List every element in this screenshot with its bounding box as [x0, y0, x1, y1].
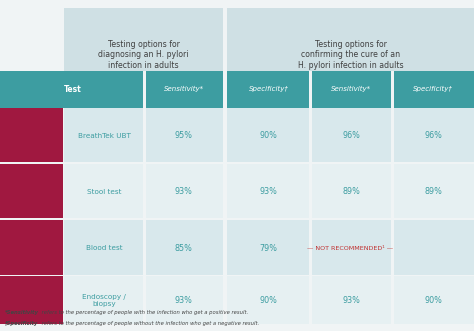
Bar — [0, 108, 64, 164]
Text: 96%: 96% — [424, 131, 442, 140]
Bar — [145, 164, 223, 220]
Bar — [310, 276, 392, 324]
Bar — [392, 276, 474, 324]
Bar — [227, 8, 474, 108]
Text: 93%: 93% — [343, 296, 360, 305]
Bar — [227, 276, 310, 324]
Bar — [227, 164, 310, 220]
Text: Endoscopy /
biopsy: Endoscopy / biopsy — [82, 294, 126, 307]
Bar — [310, 71, 392, 108]
Text: Blood test: Blood test — [86, 245, 123, 251]
Text: Stool test: Stool test — [87, 189, 121, 195]
Bar — [391, 220, 394, 276]
Text: BreathTek UBT: BreathTek UBT — [78, 133, 131, 139]
Bar — [309, 220, 312, 276]
Text: refers to the percentage of people without the infection who get a negative resu: refers to the percentage of people witho… — [40, 321, 259, 326]
Bar — [391, 71, 394, 108]
Bar — [309, 164, 312, 220]
Text: 89%: 89% — [343, 187, 360, 197]
Bar — [223, 108, 227, 164]
Bar — [143, 71, 146, 108]
Bar — [64, 164, 145, 220]
Bar — [143, 276, 146, 324]
Text: 89%: 89% — [424, 187, 442, 197]
Text: 90%: 90% — [260, 296, 278, 305]
Bar — [0, 276, 64, 324]
Text: Testing options for
confirming the cure of an
H. pylori infection in adults: Testing options for confirming the cure … — [298, 40, 403, 70]
Bar — [145, 276, 223, 324]
Bar — [392, 108, 474, 164]
Bar — [143, 164, 146, 220]
Bar — [145, 108, 223, 164]
Bar — [227, 108, 310, 164]
Bar — [0, 162, 474, 166]
Bar — [223, 220, 227, 276]
Bar — [310, 164, 392, 220]
Bar — [310, 108, 392, 164]
Text: †Specificity: †Specificity — [5, 321, 38, 326]
Bar — [309, 108, 312, 164]
Bar — [223, 276, 227, 324]
Bar — [63, 108, 65, 164]
Bar — [391, 276, 394, 324]
Text: Sensitivity*: Sensitivity* — [164, 86, 204, 92]
Bar — [310, 220, 392, 276]
Bar — [64, 8, 223, 108]
Bar — [0, 218, 474, 222]
Bar — [143, 220, 146, 276]
Text: Test: Test — [64, 85, 81, 94]
Bar — [391, 164, 394, 220]
Bar — [64, 276, 145, 324]
Text: 95%: 95% — [175, 131, 193, 140]
Bar — [392, 164, 474, 220]
Text: 90%: 90% — [260, 131, 278, 140]
Bar — [145, 71, 223, 108]
Text: refers to the percentage of people with the infection who get a positive result.: refers to the percentage of people with … — [40, 310, 248, 315]
Text: 93%: 93% — [175, 296, 193, 305]
Bar — [223, 8, 227, 108]
Bar — [227, 220, 310, 276]
Bar — [63, 276, 65, 324]
Text: 96%: 96% — [343, 131, 360, 140]
Bar — [392, 71, 474, 108]
Bar — [63, 164, 65, 220]
Text: 90%: 90% — [424, 296, 442, 305]
Text: Specificity†: Specificity† — [413, 86, 453, 92]
Bar — [64, 220, 145, 276]
Bar — [227, 71, 310, 108]
Bar — [309, 276, 312, 324]
Bar — [143, 108, 146, 164]
Bar — [63, 220, 65, 276]
Bar — [145, 220, 223, 276]
Text: 79%: 79% — [260, 244, 278, 253]
Text: 85%: 85% — [175, 244, 193, 253]
Bar — [309, 71, 312, 108]
Text: *Sensitivity: *Sensitivity — [5, 310, 38, 315]
Text: 93%: 93% — [175, 187, 193, 197]
Bar — [64, 108, 145, 164]
Bar — [0, 220, 64, 276]
Bar — [391, 108, 394, 164]
Text: Testing options for
diagnosing an H. pylori
infection in adults: Testing options for diagnosing an H. pyl… — [99, 40, 189, 70]
Bar — [0, 164, 64, 220]
Bar — [0, 275, 474, 278]
Bar — [223, 164, 227, 220]
Text: 93%: 93% — [260, 187, 278, 197]
Bar — [0, 8, 64, 108]
Bar — [392, 220, 474, 276]
Text: Sensitivity*: Sensitivity* — [331, 86, 372, 92]
Bar — [0, 71, 145, 108]
Text: Specificity†: Specificity† — [249, 86, 289, 92]
Bar — [223, 71, 227, 108]
Text: — NOT RECOMMENDED¹ —: — NOT RECOMMENDED¹ — — [308, 246, 393, 251]
